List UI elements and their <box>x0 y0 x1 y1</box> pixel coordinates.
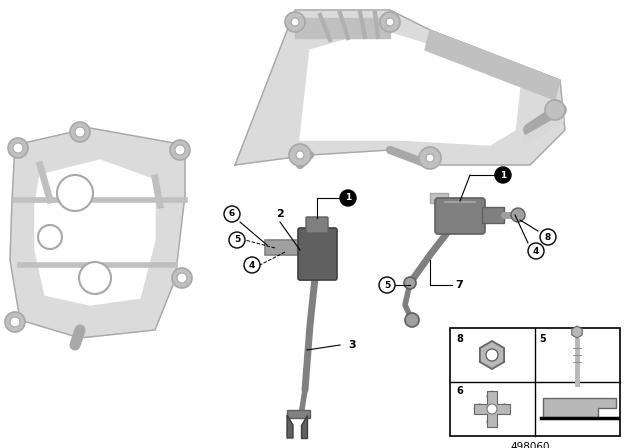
FancyBboxPatch shape <box>306 217 328 233</box>
Polygon shape <box>492 404 510 414</box>
Polygon shape <box>543 398 616 418</box>
Circle shape <box>386 18 394 26</box>
Text: 1: 1 <box>500 171 506 180</box>
FancyBboxPatch shape <box>435 198 485 234</box>
Polygon shape <box>235 10 565 165</box>
Text: 1: 1 <box>345 194 351 202</box>
Circle shape <box>340 190 356 206</box>
Polygon shape <box>474 391 510 427</box>
Circle shape <box>244 257 260 273</box>
Circle shape <box>8 138 28 158</box>
Text: 498060: 498060 <box>510 442 550 448</box>
Polygon shape <box>425 30 560 100</box>
Circle shape <box>540 229 556 245</box>
Circle shape <box>545 100 565 120</box>
Circle shape <box>404 277 416 289</box>
Circle shape <box>426 154 434 162</box>
Polygon shape <box>265 240 310 280</box>
Circle shape <box>379 277 395 293</box>
Circle shape <box>224 206 240 222</box>
Circle shape <box>528 243 544 259</box>
Circle shape <box>296 151 304 159</box>
Text: 4: 4 <box>249 260 255 270</box>
Circle shape <box>10 317 20 327</box>
Circle shape <box>487 404 497 414</box>
Polygon shape <box>300 30 520 145</box>
Text: 5: 5 <box>384 280 390 289</box>
Polygon shape <box>301 415 307 438</box>
Text: 8: 8 <box>545 233 551 241</box>
Circle shape <box>175 145 185 155</box>
Circle shape <box>495 167 511 183</box>
Text: 8: 8 <box>456 334 463 344</box>
Circle shape <box>291 18 299 26</box>
Circle shape <box>405 313 419 327</box>
Polygon shape <box>486 409 497 427</box>
Circle shape <box>75 127 85 137</box>
Circle shape <box>79 262 111 294</box>
Polygon shape <box>480 341 504 369</box>
Circle shape <box>38 225 62 249</box>
Polygon shape <box>287 415 293 438</box>
Bar <box>482 207 504 223</box>
Text: 6: 6 <box>229 210 235 219</box>
Circle shape <box>285 12 305 32</box>
Circle shape <box>486 349 498 361</box>
Circle shape <box>177 273 187 283</box>
Circle shape <box>70 122 90 142</box>
Circle shape <box>13 143 23 153</box>
Circle shape <box>170 140 190 160</box>
Circle shape <box>380 12 400 32</box>
Bar <box>450 328 620 436</box>
Polygon shape <box>572 326 582 338</box>
Polygon shape <box>35 160 155 305</box>
Polygon shape <box>287 410 310 418</box>
FancyBboxPatch shape <box>298 228 337 280</box>
Circle shape <box>419 147 441 169</box>
Text: 5: 5 <box>539 334 546 344</box>
Text: 2: 2 <box>276 209 284 219</box>
Text: 5: 5 <box>234 236 240 245</box>
Bar <box>430 193 448 203</box>
Text: 7: 7 <box>455 280 463 290</box>
Circle shape <box>172 268 192 288</box>
Polygon shape <box>10 128 185 338</box>
Text: 3: 3 <box>348 340 356 350</box>
Text: 6: 6 <box>456 386 463 396</box>
Polygon shape <box>474 404 492 414</box>
Circle shape <box>289 144 311 166</box>
Polygon shape <box>486 391 497 409</box>
Text: 4: 4 <box>533 246 539 255</box>
Circle shape <box>5 312 25 332</box>
Circle shape <box>511 208 525 222</box>
Circle shape <box>57 175 93 211</box>
Circle shape <box>229 232 245 248</box>
